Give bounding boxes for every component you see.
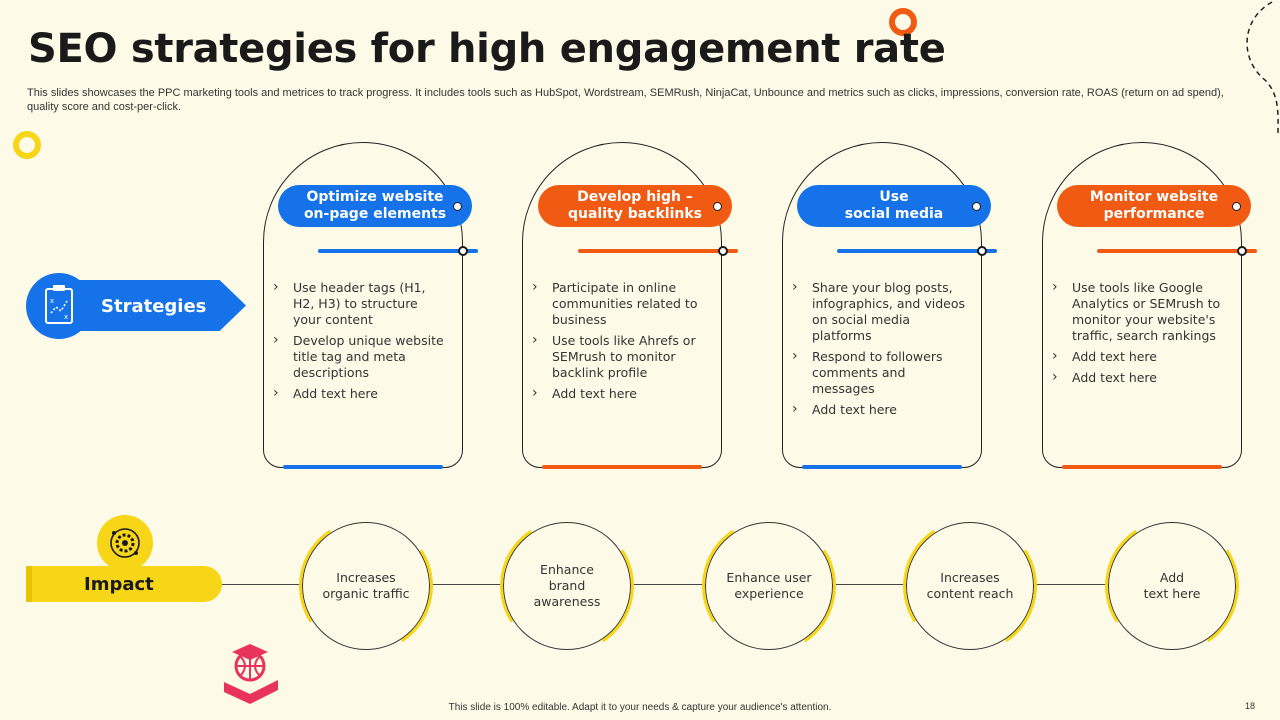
pill-dot bbox=[972, 202, 981, 211]
line-knob bbox=[977, 246, 987, 256]
impact-item-1: Increases organic traffic bbox=[302, 522, 430, 650]
card-1-progress-line bbox=[318, 246, 478, 256]
strategies-tab bbox=[70, 280, 246, 331]
list-item: Add text here bbox=[532, 385, 707, 402]
strategy-card-3-bullets: Share your blog posts, infographics, and… bbox=[792, 279, 967, 423]
pill-dot bbox=[453, 202, 462, 211]
list-item: Participate in online communities relate… bbox=[532, 279, 707, 328]
card-1-bottom-line bbox=[283, 465, 443, 469]
list-item: Use tools like Google Analytics or SEMru… bbox=[1052, 279, 1227, 344]
pill-dot bbox=[713, 202, 722, 211]
card-2-progress-line bbox=[578, 246, 738, 256]
list-item: Share your blog posts, infographics, and… bbox=[792, 279, 967, 344]
pill-dot bbox=[1232, 202, 1241, 211]
impact-item-3: Enhance user experience bbox=[705, 522, 833, 650]
dashed-arc-decoration bbox=[1246, 1, 1279, 136]
impact-item-4: Increases content reach bbox=[906, 522, 1034, 650]
line-knob bbox=[458, 246, 468, 256]
slide-title: SEO strategies for high engagement rate bbox=[28, 26, 946, 72]
impact-icon-circle bbox=[97, 515, 153, 571]
impact-item-2: Enhance brand awareness bbox=[503, 522, 631, 650]
line-knob bbox=[718, 246, 728, 256]
svg-text:x: x bbox=[50, 297, 54, 305]
list-item: Use header tags (H1, H2, H3) to structur… bbox=[273, 279, 448, 328]
strategies-label: Strategies bbox=[101, 296, 207, 317]
list-item: Use tools like Ahrefs or SEMrush to moni… bbox=[532, 332, 707, 381]
list-item: Add text here bbox=[273, 385, 448, 402]
card-4-progress-line bbox=[1097, 246, 1257, 256]
strategy-card-4-title: Monitor website performance bbox=[1057, 185, 1251, 227]
clipboard-plan-icon: x x bbox=[45, 285, 73, 324]
strategy-card-2-title: Develop high – quality backlinks bbox=[538, 185, 732, 227]
list-item: Add text here bbox=[1052, 369, 1227, 386]
impact-bar bbox=[26, 566, 222, 602]
strategies-icon-circle: x x bbox=[26, 273, 92, 339]
slide-subtitle: This slides showcases the PPC marketing … bbox=[27, 87, 1224, 113]
line-knob bbox=[1237, 246, 1247, 256]
card-2-bottom-line bbox=[542, 465, 702, 469]
card-3-progress-line bbox=[837, 246, 997, 256]
slide-footer: This slide is 100% editable. Adapt it to… bbox=[448, 702, 832, 713]
list-item: Respond to followers comments and messag… bbox=[792, 348, 967, 397]
globe-book-icon bbox=[224, 644, 278, 704]
strategy-card-1-bullets: Use header tags (H1, H2, H3) to structur… bbox=[273, 279, 448, 407]
target-gear-icon bbox=[110, 528, 140, 558]
strategy-card-3-title: Use social media bbox=[797, 185, 991, 227]
orange-ring-decoration bbox=[889, 8, 917, 36]
svg-text:x: x bbox=[64, 313, 68, 321]
impact-item-5: Add text here bbox=[1108, 522, 1236, 650]
strategy-card-2-bullets: Participate in online communities relate… bbox=[532, 279, 707, 407]
impact-label: Impact bbox=[84, 574, 154, 595]
strategy-card-1-title: Optimize website on-page elements bbox=[278, 185, 472, 227]
list-item: Add text here bbox=[1052, 348, 1227, 365]
card-3-bottom-line bbox=[802, 465, 962, 469]
yellow-ring-decoration bbox=[13, 131, 41, 159]
list-item: Develop unique website title tag and met… bbox=[273, 332, 448, 381]
page-number: 18 bbox=[1245, 701, 1256, 711]
card-4-bottom-line bbox=[1062, 465, 1222, 469]
list-item: Add text here bbox=[792, 401, 967, 418]
strategy-card-4-bullets: Use tools like Google Analytics or SEMru… bbox=[1052, 279, 1227, 391]
